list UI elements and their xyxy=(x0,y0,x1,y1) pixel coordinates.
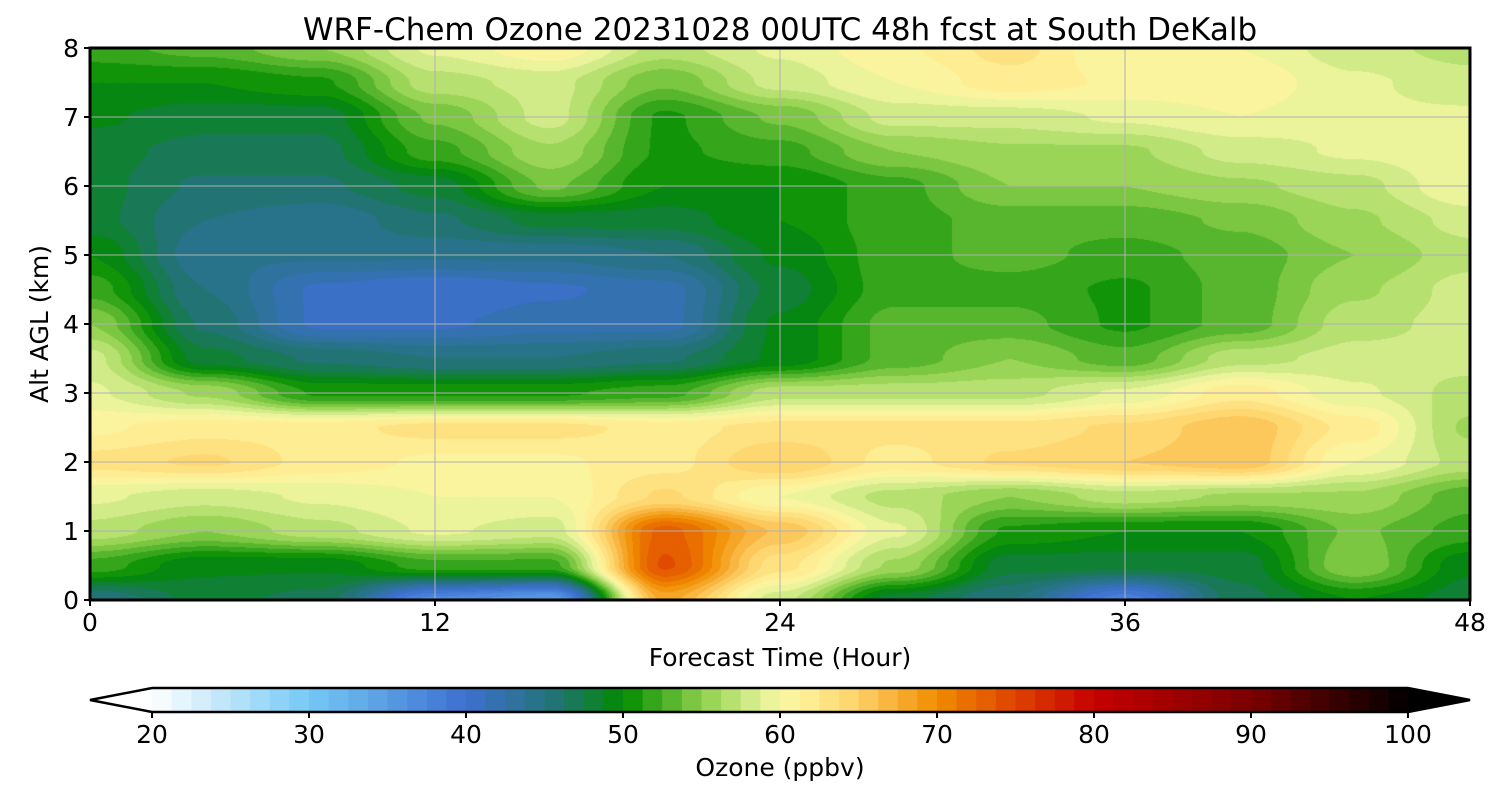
colorbar-swatch xyxy=(1251,688,1272,712)
colorbar-tick-label: 20 xyxy=(136,720,168,749)
colorbar-swatch xyxy=(309,688,330,712)
colorbar-swatch xyxy=(524,688,546,712)
colorbar-swatch xyxy=(897,688,918,712)
colorbar-swatch xyxy=(976,688,997,712)
colorbar-swatch xyxy=(780,688,801,712)
colorbar-swatch xyxy=(937,688,958,712)
colorbar-tick-label: 90 xyxy=(1235,720,1267,749)
colorbar-swatch xyxy=(1388,688,1409,712)
colorbar-tick-label: 40 xyxy=(450,720,482,749)
x-axis-label: Forecast Time (Hour) xyxy=(649,643,912,672)
colorbar-low-extend xyxy=(90,688,152,712)
colorbar-swatch xyxy=(1231,688,1252,712)
colorbar-swatch xyxy=(1211,688,1232,712)
colorbar-swatch xyxy=(191,688,212,712)
colorbar-swatch xyxy=(917,688,938,712)
x-tick-label: 36 xyxy=(1109,608,1141,637)
colorbar-swatch xyxy=(230,688,251,712)
colorbar-swatch xyxy=(1290,688,1311,712)
colorbar-swatch xyxy=(1349,688,1370,712)
y-axis-label: Alt AGL (km) xyxy=(25,245,54,403)
colorbar-swatch xyxy=(348,688,369,712)
colorbar-swatch xyxy=(1172,688,1193,712)
colorbar-tick-label: 80 xyxy=(1078,720,1110,749)
colorbar-swatch xyxy=(485,688,506,712)
y-tick-label: 0 xyxy=(63,586,79,615)
colorbar-tick-label: 100 xyxy=(1384,720,1432,749)
colorbar-swatch xyxy=(426,688,447,712)
y-tick-label: 2 xyxy=(63,448,79,477)
colorbar-swatch xyxy=(505,688,526,712)
colorbar-swatch xyxy=(662,688,683,712)
x-tick-label: 0 xyxy=(82,608,98,637)
colorbar-swatch xyxy=(1192,688,1213,712)
colorbar-swatch xyxy=(858,688,879,712)
colorbar-swatch xyxy=(1094,688,1115,712)
colorbar-swatch xyxy=(1152,688,1174,712)
colorbar-swatch xyxy=(819,688,840,712)
y-tick-label: 3 xyxy=(63,379,79,408)
colorbar-swatch xyxy=(1309,688,1331,712)
colorbar-swatch xyxy=(799,688,820,712)
y-axis-ticks: 0 1 2 3 4 5 6 7 8 xyxy=(63,34,90,615)
colorbar-swatch xyxy=(681,688,703,712)
colorbar-swatch xyxy=(544,688,565,712)
colorbar-swatch xyxy=(289,688,310,712)
colorbar-tick-label: 70 xyxy=(921,720,953,749)
colorbar-swatch xyxy=(250,688,271,712)
colorbar-swatch xyxy=(583,688,604,712)
colorbar-swatch xyxy=(701,688,722,712)
colorbar-high-extend xyxy=(1408,688,1470,712)
y-tick-label: 1 xyxy=(63,517,79,546)
colorbar-swatch xyxy=(878,688,899,712)
colorbar-swatch xyxy=(603,688,624,712)
colorbar-swatch xyxy=(1113,688,1134,712)
y-tick-label: 8 xyxy=(63,34,79,63)
colorbar-tick-label: 50 xyxy=(607,720,639,749)
colorbar-swatch xyxy=(721,688,742,712)
colorbar-swatch xyxy=(269,688,290,712)
colorbar-swatch xyxy=(740,688,761,712)
colorbar-swatch xyxy=(466,688,487,712)
colorbar-swatch xyxy=(623,688,644,712)
colorbar-tick-label: 60 xyxy=(764,720,796,749)
colorbar-swatch xyxy=(995,688,1017,712)
colorbar-swatch xyxy=(1133,688,1154,712)
colorbar-label: Ozone (ppbv) xyxy=(695,753,864,782)
colorbar-swatch xyxy=(367,688,389,712)
x-axis-ticks: 0 12 24 36 48 xyxy=(82,600,1486,637)
colorbar-swatch xyxy=(171,688,192,712)
colorbar-swatch xyxy=(328,688,349,712)
y-tick-label: 5 xyxy=(63,241,79,270)
colorbar-swatch xyxy=(564,688,585,712)
x-tick-label: 24 xyxy=(764,608,796,637)
colorbar-swatch xyxy=(1054,688,1075,712)
colorbar-swatch xyxy=(446,688,467,712)
colorbar-swatch xyxy=(210,688,232,712)
colorbar-tick-label: 30 xyxy=(293,720,325,749)
colorbar-swatch xyxy=(1329,688,1350,712)
colorbar-swatch xyxy=(838,688,860,712)
colorbar-swatch xyxy=(1015,688,1036,712)
chart-title: WRF-Chem Ozone 20231028 00UTC 48h fcst a… xyxy=(303,12,1257,48)
y-tick-label: 4 xyxy=(63,310,79,339)
x-tick-label: 12 xyxy=(419,608,451,637)
x-tick-label: 48 xyxy=(1454,608,1486,637)
colorbar-swatch xyxy=(642,688,663,712)
colorbar-swatch xyxy=(152,688,173,712)
y-tick-label: 7 xyxy=(63,103,79,132)
colorbar-swatch xyxy=(387,688,408,712)
colorbar-swatch xyxy=(956,688,977,712)
colorbar-swatch xyxy=(1074,688,1095,712)
colorbar-swatch xyxy=(1368,688,1389,712)
colorbar: 20 30 40 50 60 70 80 90 100 xyxy=(89,686,1471,749)
y-tick-label: 6 xyxy=(63,172,79,201)
colorbar-swatch xyxy=(1270,688,1291,712)
colorbar-swatch xyxy=(1035,688,1056,712)
colorbar-swatch xyxy=(760,688,781,712)
colorbar-swatch xyxy=(407,688,428,712)
